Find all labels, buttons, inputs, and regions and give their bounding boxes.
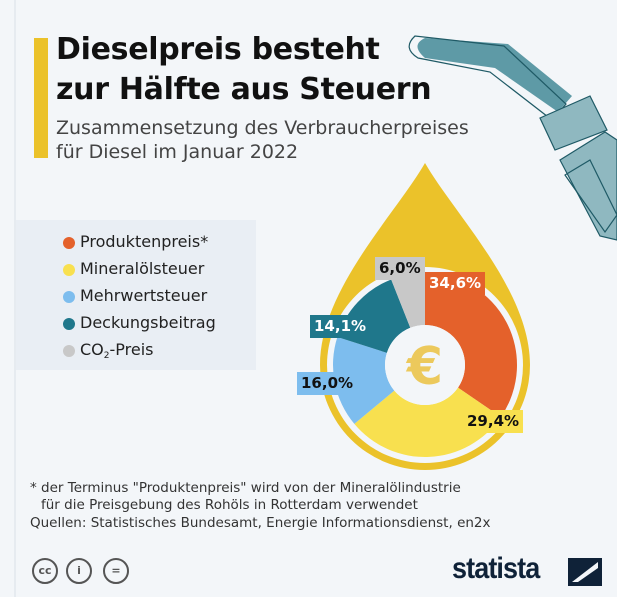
page-title: Dieselpreis besteht zur Hälfte aus Steue… <box>56 30 432 110</box>
donut-hole <box>385 325 465 405</box>
legend-label: Mineralölsteuer <box>80 259 205 278</box>
legend-item-co2-preis: CO2-Preis <box>63 340 154 366</box>
legend-label: Produktenpreis* <box>80 232 209 251</box>
data-label-produktenpreis: 34,6% <box>425 272 486 295</box>
subtitle: Zusammensetzung des Verbraucherpreises f… <box>56 116 469 164</box>
footnote-line-2: für die Preisgebung des Rohöls in Rotter… <box>41 497 418 513</box>
subtitle-line-1: Zusammensetzung des Verbraucherpreises <box>56 117 469 139</box>
legend-dot <box>63 345 75 357</box>
data-label-mehrwertsteuer: 16,0% <box>297 372 358 395</box>
subtitle-line-2: für Diesel im Januar 2022 <box>56 141 299 163</box>
legend-label: Mehrwertsteuer <box>80 286 208 305</box>
left-border <box>14 0 16 597</box>
fuel-nozzle-illustration <box>408 35 617 241</box>
cc-icon: cc <box>32 558 58 584</box>
donut-slice-1 <box>425 273 518 418</box>
legend-item-deckungsbeitrag: Deckungsbeitrag <box>63 313 216 333</box>
title-line-2: zur Hälfte aus Steuern <box>56 72 432 107</box>
legend-dot <box>63 318 75 330</box>
footnote-line-1: * der Terminus "Produktenpreis" wird von… <box>30 480 461 496</box>
nozzle-spout <box>417 38 572 112</box>
title-accent-bar <box>34 38 48 158</box>
legend-label-rest: -Preis <box>109 340 154 359</box>
nd-icon: = <box>103 558 129 584</box>
legend-dot <box>63 291 75 303</box>
sources: Quellen: Statistisches Bundesamt, Energi… <box>30 515 491 531</box>
legend-label-subscript: 2 <box>103 351 110 361</box>
statista-logo: statista <box>452 552 540 585</box>
data-label-co2-preis: 6,0% <box>375 257 425 280</box>
nozzle-collar <box>539 95 608 151</box>
donut-slice-3 <box>333 337 395 424</box>
by-icon: i <box>66 558 92 584</box>
legend-label: Deckungsbeitrag <box>80 313 216 332</box>
legend-item-produktenpreis: Produktenpreis* <box>63 232 209 252</box>
legend-dot <box>63 237 75 249</box>
nozzle-handle <box>559 131 617 241</box>
legend-item-mineraloelsteuer: Mineralölsteuer <box>63 259 205 279</box>
statista-logo-mark <box>568 558 602 586</box>
nozzle-trigger <box>564 159 617 234</box>
data-label-mineraloelsteuer: 29,4% <box>463 410 524 433</box>
legend-item-mehrwertsteuer: Mehrwertsteuer <box>63 286 208 306</box>
euro-icon: € <box>406 337 443 397</box>
legend-dot <box>63 264 75 276</box>
legend-label: CO <box>80 340 104 359</box>
legend: Produktenpreis* Mineralölsteuer Mehrwert… <box>16 220 256 370</box>
data-label-deckungsbeitrag: 14,1% <box>310 315 371 338</box>
title-line-1: Dieselpreis besteht <box>56 32 380 67</box>
donut-slice-2 <box>354 387 501 458</box>
